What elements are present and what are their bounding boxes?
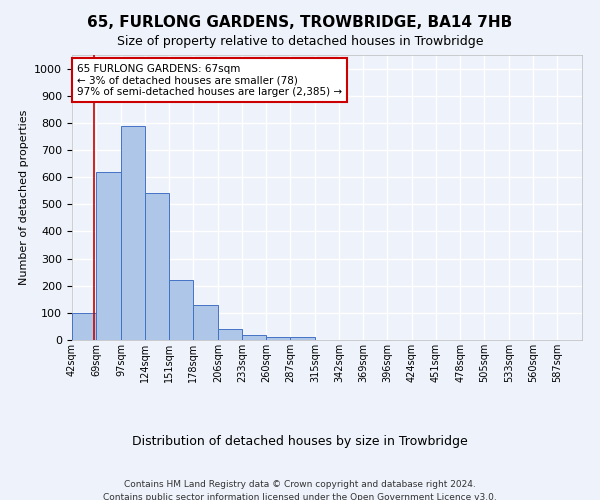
Bar <box>242 336 266 340</box>
Text: Distribution of detached houses by size in Trowbridge: Distribution of detached houses by size … <box>132 435 468 448</box>
Bar <box>145 194 169 340</box>
Text: 65, FURLONG GARDENS, TROWBRIDGE, BA14 7HB: 65, FURLONG GARDENS, TROWBRIDGE, BA14 7H… <box>88 15 512 30</box>
Bar <box>72 313 96 340</box>
Bar <box>121 126 145 340</box>
Bar <box>266 338 290 340</box>
Bar <box>169 280 193 340</box>
Text: Contains public sector information licensed under the Open Government Licence v3: Contains public sector information licen… <box>103 492 497 500</box>
Text: Size of property relative to detached houses in Trowbridge: Size of property relative to detached ho… <box>117 35 483 48</box>
Text: Contains HM Land Registry data © Crown copyright and database right 2024.: Contains HM Land Registry data © Crown c… <box>124 480 476 489</box>
Y-axis label: Number of detached properties: Number of detached properties <box>19 110 29 285</box>
Bar <box>290 336 315 340</box>
Bar <box>96 172 121 340</box>
Bar <box>193 304 218 340</box>
Text: 65 FURLONG GARDENS: 67sqm
← 3% of detached houses are smaller (78)
97% of semi-d: 65 FURLONG GARDENS: 67sqm ← 3% of detach… <box>77 64 342 97</box>
Bar <box>218 328 242 340</box>
